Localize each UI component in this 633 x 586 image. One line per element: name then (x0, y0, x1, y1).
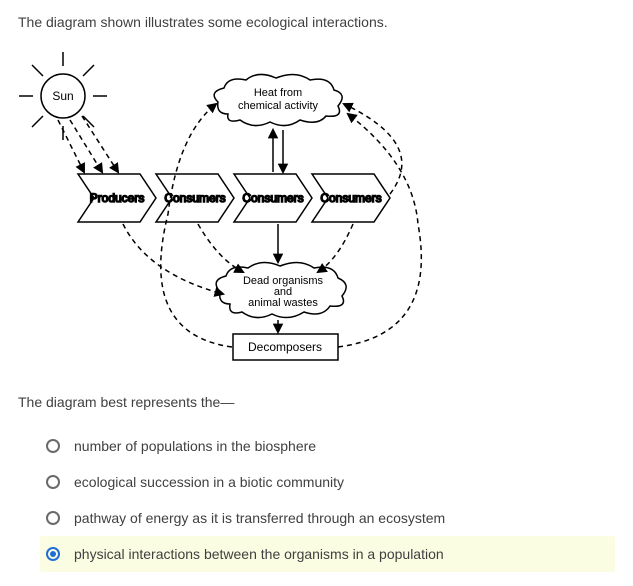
option-b[interactable]: ecological succession in a biotic commun… (40, 464, 615, 500)
edge-prod-dead (123, 224, 223, 294)
consumers3-label: Consumers (320, 191, 381, 205)
node-heat: Heat from chemical activity (214, 74, 342, 125)
heat-label-1: Heat from (254, 87, 302, 99)
option-label: physical interactions between the organi… (74, 546, 444, 562)
edge-sun-prod-1 (58, 120, 84, 172)
edge-decomp-heat (161, 104, 232, 347)
edge-cons3-dead (318, 224, 353, 272)
consumers1-label: Consumers (164, 191, 225, 205)
node-decomposers: Decomposers (233, 334, 338, 360)
node-consumers2: Consumers (234, 174, 312, 222)
node-sun: Sun (19, 52, 107, 140)
ecology-diagram: Sun Heat from chemical activity Producer… (18, 44, 478, 384)
node-producers: Producers (78, 174, 156, 222)
radio-icon (46, 439, 60, 453)
options-group: number of populations in the biosphere e… (18, 428, 615, 572)
option-d[interactable]: physical interactions between the organi… (40, 536, 615, 572)
node-consumers3: Consumers (312, 174, 390, 222)
edge-decomp-right (338, 114, 421, 347)
option-c[interactable]: pathway of energy as it is transferred t… (40, 500, 615, 536)
question-stem: The diagram best represents the— (18, 394, 615, 410)
edge-sun-prod-3 (82, 116, 118, 172)
edge-sun-prod-2 (70, 120, 102, 172)
radio-icon (46, 475, 60, 489)
producers-label: Producers (90, 191, 145, 205)
edge-cons1-dead (198, 224, 243, 272)
option-label: pathway of energy as it is transferred t… (74, 510, 445, 526)
radio-icon (46, 511, 60, 525)
dead-label-3: animal wastes (248, 297, 318, 309)
decomposers-label: Decomposers (248, 340, 322, 354)
intro-text: The diagram shown illustrates some ecolo… (18, 14, 615, 30)
heat-label-2: chemical activity (238, 100, 319, 112)
radio-icon (46, 547, 60, 561)
node-dead: Dead organisms and animal wastes (216, 262, 346, 317)
option-label: ecological succession in a biotic commun… (74, 474, 344, 490)
consumers2-label: Consumers (242, 191, 303, 205)
sun-label: Sun (52, 89, 73, 103)
option-label: number of populations in the biosphere (74, 438, 316, 454)
option-a[interactable]: number of populations in the biosphere (40, 428, 615, 464)
